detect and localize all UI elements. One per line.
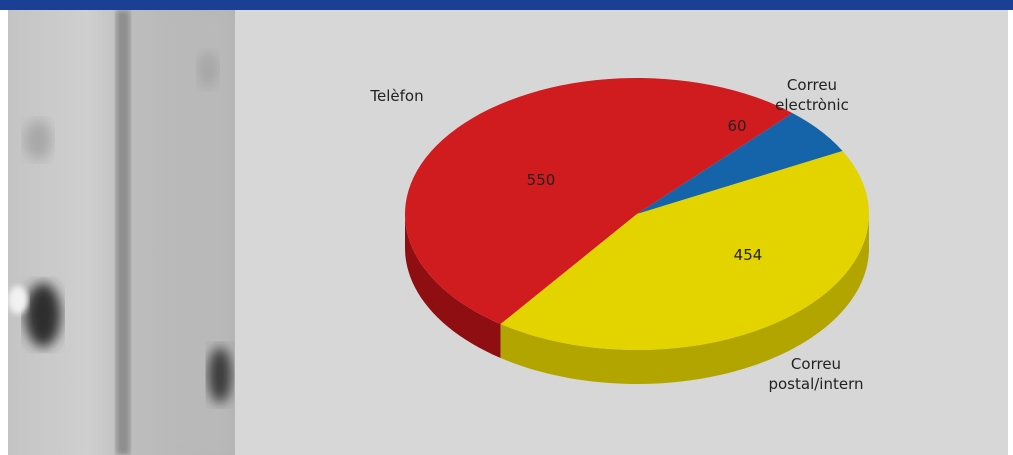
pie-sides <box>405 215 869 384</box>
slice-category-0: Telèfon <box>369 87 423 105</box>
slice-value-1: 60 <box>727 117 746 135</box>
pie-tops <box>404 77 869 350</box>
pie-slice-1 <box>637 113 843 214</box>
pie-chart: 550 60 454 Telèfon Correu electrònic Correu pos… <box>369 76 869 393</box>
slice-value-0: 550 <box>527 171 556 189</box>
chart-panel: 550 60 454 Telèfon Correu electrònic Correu pos… <box>235 10 1008 455</box>
slice-side-0 <box>405 215 501 359</box>
header-bar <box>0 0 1013 10</box>
pie-slice-0 <box>404 77 793 325</box>
slice-category-1: Correu electrònic <box>775 76 849 114</box>
slice-category-2: Correu postal/intern <box>768 355 863 393</box>
slice-side-2 <box>500 216 869 384</box>
pie-slice-2 <box>500 150 869 350</box>
slice-value-2: 454 <box>734 246 763 264</box>
right-border <box>1008 10 1013 455</box>
decorative-photo <box>8 10 235 455</box>
photo-image <box>8 10 235 455</box>
